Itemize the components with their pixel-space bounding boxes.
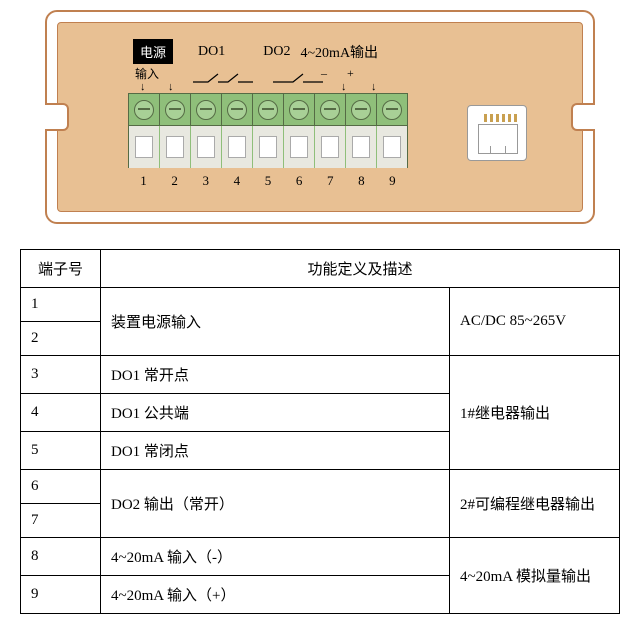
terminal-hole bbox=[284, 126, 315, 168]
cell-num: 2 bbox=[21, 322, 101, 356]
terminal-hole bbox=[253, 126, 284, 168]
terminal-number: 9 bbox=[377, 173, 408, 189]
rj-port bbox=[467, 105, 527, 161]
arrow-icon: ↓ bbox=[371, 81, 377, 93]
cell-desc: 4~20mA 输入（-） bbox=[101, 538, 450, 576]
terminal-hole bbox=[191, 126, 222, 168]
cell-num: 9 bbox=[21, 576, 101, 614]
terminal-holes-row bbox=[129, 126, 407, 168]
cell-desc: DO1 常闭点 bbox=[101, 432, 450, 470]
rj-pins bbox=[484, 114, 517, 122]
cell-desc: DO1 常开点 bbox=[101, 356, 450, 394]
relay-symbol-do1 bbox=[193, 71, 253, 83]
terminal-screw bbox=[315, 94, 346, 125]
table-row: 8 4~20mA 输入（-） 4~20mA 模拟量输出 bbox=[21, 538, 620, 576]
terminal-screw bbox=[191, 94, 222, 125]
cell-num: 3 bbox=[21, 356, 101, 394]
terminal-screw bbox=[160, 94, 191, 125]
terminal-number: 7 bbox=[315, 173, 346, 189]
device-panel: 电源 DO1 DO2 4~20mA输出 输入 – + ↓ ↓ ↓ ↓ bbox=[45, 10, 595, 224]
terminal-screw bbox=[253, 94, 284, 125]
table-header-row: 端子号 功能定义及描述 bbox=[21, 250, 620, 288]
terminal-number: 8 bbox=[346, 173, 377, 189]
input-sublabel: 输入 bbox=[135, 65, 159, 82]
terminal-spec-table: 端子号 功能定义及描述 1 装置电源输入 AC/DC 85~265V 2 3 D… bbox=[20, 249, 620, 614]
do1-label: DO1 bbox=[198, 44, 225, 60]
cell-num: 8 bbox=[21, 538, 101, 576]
power-badge: 电源 bbox=[133, 39, 173, 64]
cell-desc: 装置电源输入 bbox=[101, 288, 450, 356]
terminal-screw bbox=[346, 94, 377, 125]
cell-num: 7 bbox=[21, 504, 101, 538]
analog-out-label: 4~20mA输出 bbox=[300, 42, 378, 62]
table-row: 1 装置电源输入 AC/DC 85~265V bbox=[21, 288, 620, 322]
cell-num: 4 bbox=[21, 394, 101, 432]
terminal-numbers: 1 2 3 4 5 6 7 8 9 bbox=[128, 173, 408, 189]
header-terminal: 端子号 bbox=[21, 250, 101, 288]
rj-notch bbox=[490, 146, 506, 154]
cell-num: 5 bbox=[21, 432, 101, 470]
header-desc: 功能定义及描述 bbox=[101, 250, 620, 288]
terminal-screw bbox=[222, 94, 253, 125]
cell-num: 1 bbox=[21, 288, 101, 322]
terminal-hole bbox=[160, 126, 191, 168]
plus-symbol: + bbox=[347, 66, 354, 81]
relay-symbol-do2 bbox=[268, 71, 328, 83]
terminal-hole bbox=[315, 126, 346, 168]
terminal-hole bbox=[222, 126, 253, 168]
terminal-block bbox=[128, 93, 408, 168]
terminal-number: 2 bbox=[159, 173, 190, 189]
cell-num: 6 bbox=[21, 470, 101, 504]
terminal-number: 6 bbox=[284, 173, 315, 189]
rj-socket bbox=[478, 124, 518, 154]
terminal-number: 4 bbox=[221, 173, 252, 189]
cell-category: 1#继电器输出 bbox=[450, 356, 620, 470]
label-row: 电源 DO1 DO2 4~20mA输出 bbox=[133, 39, 378, 64]
terminal-screws-row bbox=[129, 94, 407, 126]
arrow-icon: ↓ bbox=[168, 81, 174, 93]
terminal-number: 3 bbox=[190, 173, 221, 189]
terminal-number: 1 bbox=[128, 173, 159, 189]
terminal-screw bbox=[129, 94, 160, 125]
table-row: 3 DO1 常开点 1#继电器输出 bbox=[21, 356, 620, 394]
panel-outer-frame: 电源 DO1 DO2 4~20mA输出 输入 – + ↓ ↓ ↓ ↓ bbox=[45, 10, 595, 224]
terminal-screw bbox=[377, 94, 407, 125]
terminal-hole bbox=[129, 126, 160, 168]
do2-label: DO2 bbox=[263, 44, 290, 60]
table-row: 6 DO2 输出（常开） 2#可编程继电器输出 bbox=[21, 470, 620, 504]
cell-desc: 4~20mA 输入（+） bbox=[101, 576, 450, 614]
cell-category: AC/DC 85~265V bbox=[450, 288, 620, 356]
cell-desc: DO2 输出（常开） bbox=[101, 470, 450, 538]
arrow-icon: ↓ bbox=[140, 81, 146, 93]
terminal-hole bbox=[377, 126, 407, 168]
mount-notch-right bbox=[571, 103, 595, 131]
cell-desc: DO1 公共端 bbox=[101, 394, 450, 432]
terminal-number: 5 bbox=[252, 173, 283, 189]
arrow-icon: ↓ bbox=[341, 81, 347, 93]
panel-faceplate: 电源 DO1 DO2 4~20mA输出 输入 – + ↓ ↓ ↓ ↓ bbox=[57, 22, 583, 212]
cell-category: 4~20mA 模拟量输出 bbox=[450, 538, 620, 614]
mount-notch-left bbox=[45, 103, 69, 131]
terminal-screw bbox=[284, 94, 315, 125]
cell-category: 2#可编程继电器输出 bbox=[450, 470, 620, 538]
terminal-hole bbox=[346, 126, 377, 168]
